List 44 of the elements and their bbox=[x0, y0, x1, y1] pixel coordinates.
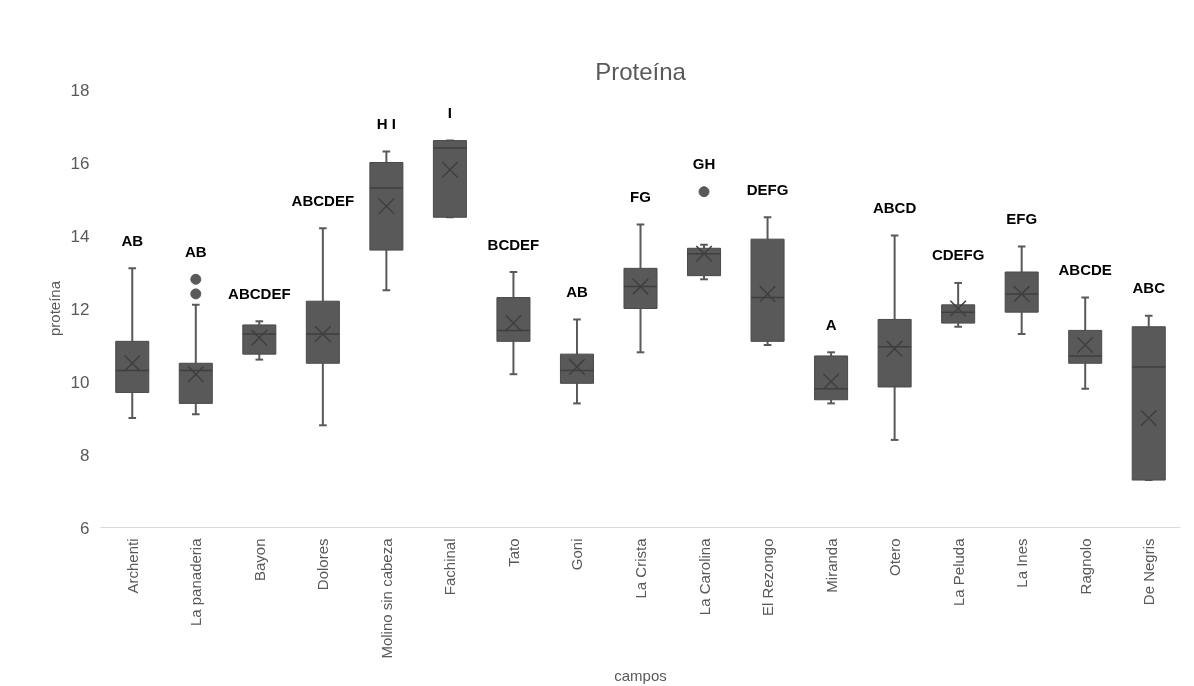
annotation: ABC bbox=[1132, 279, 1166, 297]
x-tick-label: Dolores bbox=[314, 538, 332, 591]
x-tick-label: Goni bbox=[568, 538, 586, 571]
annotation: AB bbox=[184, 242, 207, 260]
annotation: I bbox=[447, 104, 452, 122]
annotation: FG bbox=[630, 188, 651, 206]
y-tick-label: 10 bbox=[70, 372, 90, 392]
annotation: GH bbox=[692, 155, 716, 173]
y-tick-label: 18 bbox=[70, 80, 90, 100]
x-tick-label: Tato bbox=[504, 538, 522, 567]
annotation: CDEFG bbox=[931, 246, 985, 264]
y-tick-label: 6 bbox=[80, 518, 90, 538]
annotation: BCDEF bbox=[487, 235, 540, 253]
x-tick-label: La Peluda bbox=[949, 537, 967, 607]
annotation: AB bbox=[121, 231, 144, 249]
x-tick-label: Ragnolo bbox=[1076, 538, 1094, 595]
x-tick-label: La Carolina bbox=[695, 537, 713, 616]
x-tick-label: Miranda bbox=[822, 537, 840, 593]
annotation: ABCDE bbox=[1058, 261, 1112, 279]
annotation: AB bbox=[566, 282, 588, 300]
annotation: ABCDEF bbox=[291, 191, 355, 209]
y-axis-title: proteína bbox=[45, 280, 63, 337]
x-tick-label: La panaderia bbox=[187, 537, 205, 627]
annotation: DEFG bbox=[746, 180, 789, 198]
y-tick-label: 14 bbox=[70, 226, 90, 246]
annotation: ABCD bbox=[872, 199, 917, 216]
annotation: EFG bbox=[1006, 209, 1038, 227]
x-tick-label: La Ines bbox=[1013, 538, 1031, 588]
x-axis-title: campos bbox=[614, 666, 667, 684]
y-tick-label: 16 bbox=[70, 153, 90, 173]
x-tick-label: De Negris bbox=[1140, 538, 1158, 606]
x-tick-label: Molino sin cabeza bbox=[377, 537, 395, 659]
x-tick-label: El Rezongo bbox=[759, 538, 777, 617]
y-tick-label: 12 bbox=[70, 299, 90, 319]
annotation: ABCDEF bbox=[228, 284, 291, 302]
annotation: H I bbox=[376, 115, 396, 133]
x-tick-label: Otero bbox=[886, 538, 904, 577]
y-tick-label: 8 bbox=[80, 445, 90, 465]
annotation: A bbox=[825, 315, 837, 333]
x-tick-label: La Crista bbox=[632, 537, 649, 599]
x-tick-label: Bayon bbox=[250, 538, 268, 582]
x-tick-label: Fachinal bbox=[441, 538, 459, 596]
chart-title: Proteína bbox=[595, 57, 687, 85]
x-tick-label: Archenti bbox=[123, 538, 141, 594]
